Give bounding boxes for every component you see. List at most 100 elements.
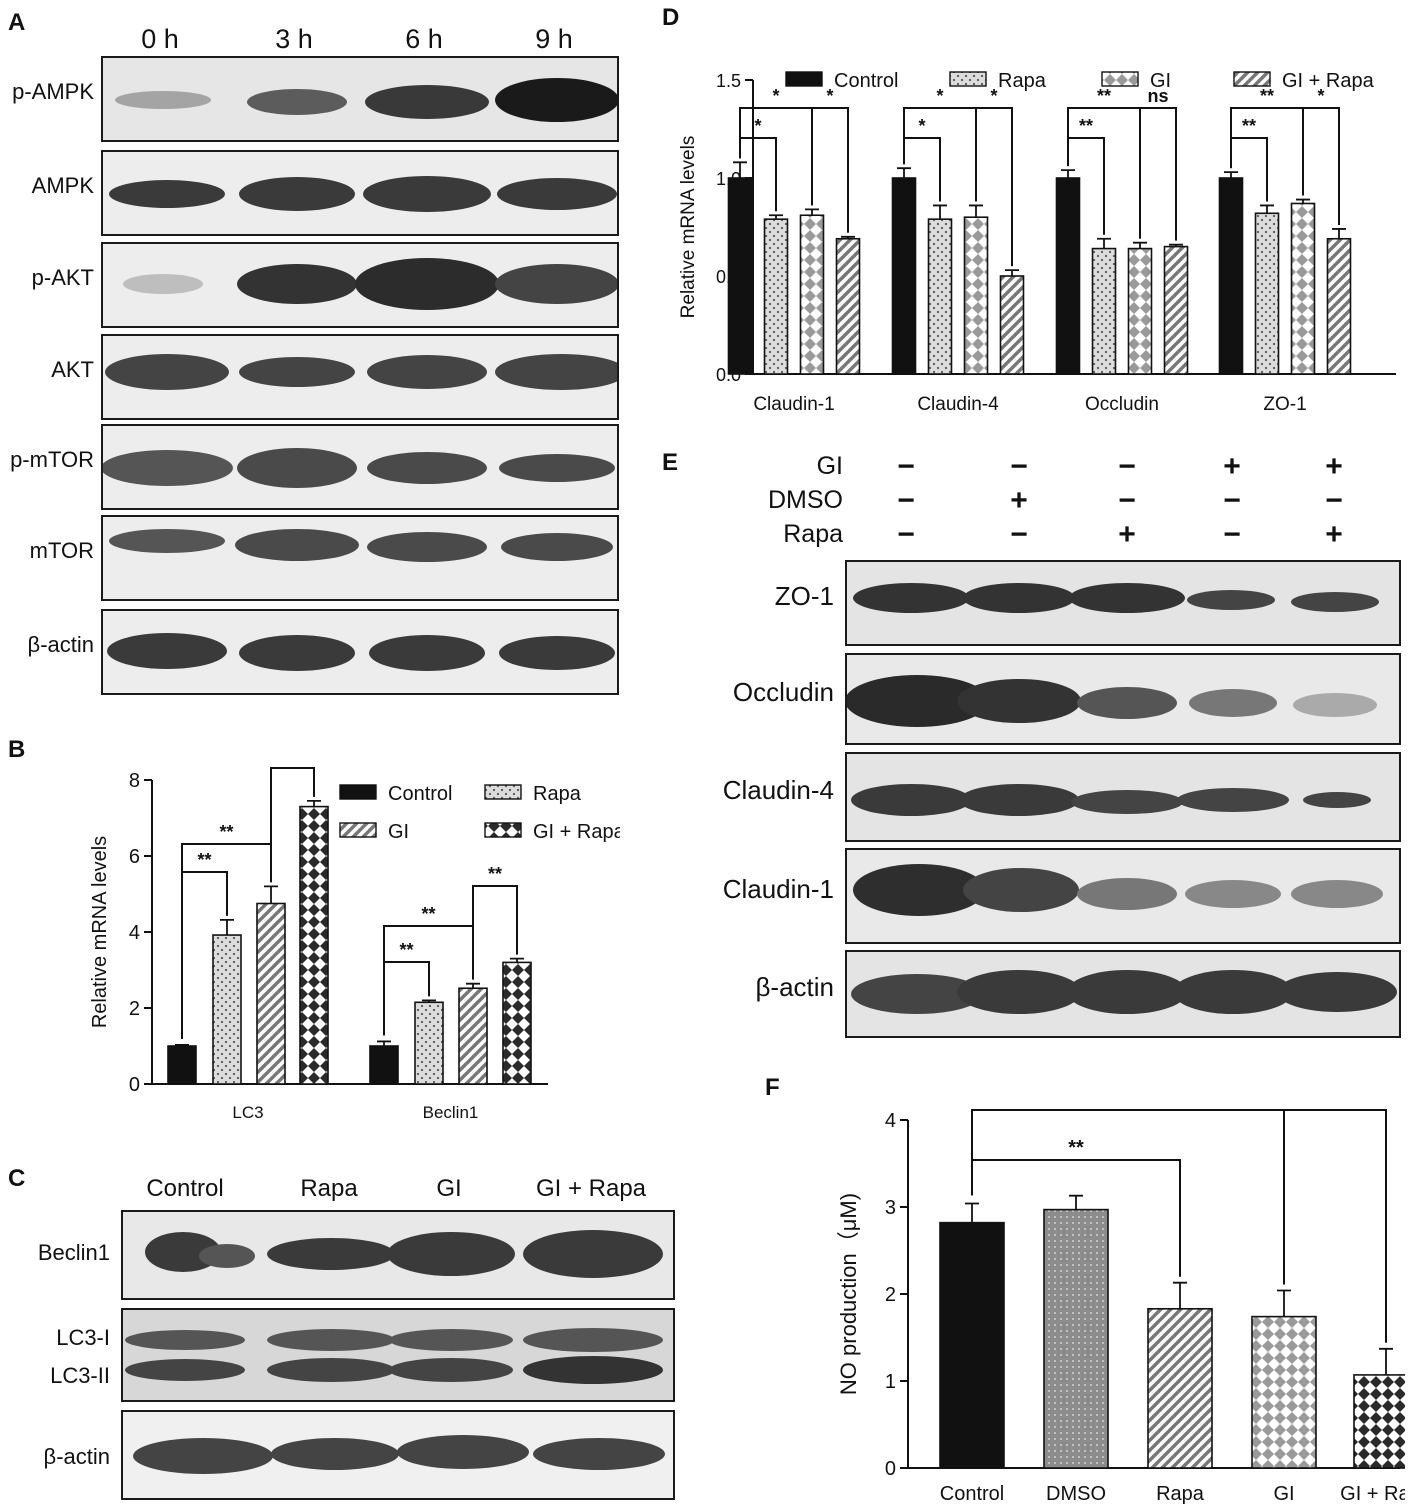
blot-a-label-wrap: p-AKT <box>32 265 94 290</box>
time-label: 3 h <box>275 24 313 54</box>
bar <box>212 934 242 1085</box>
blot-e-label-wrap: β-actin <box>755 974 834 1002</box>
blot-band <box>387 1232 515 1276</box>
bar <box>763 218 789 375</box>
blot-c-lc3-image <box>125 1328 663 1384</box>
time-label: 6 h <box>405 24 443 54</box>
panel-letter-d: D <box>662 4 679 31</box>
y-axis-title: Relative mRNA levels <box>678 136 699 319</box>
panel-e-treatments: GI − − − + +DMSO − + − − −Rapa − − + − + <box>768 450 1343 551</box>
bar <box>891 177 917 375</box>
pattern-defs <box>0 0 1 1</box>
significance-bracket <box>1283 1109 1387 1343</box>
y-tick-label: 0 <box>129 1074 140 1096</box>
y-tick-label: 3 <box>885 1197 896 1219</box>
legend-swatch <box>339 784 377 800</box>
legend-swatch <box>1233 71 1271 87</box>
blot-band <box>499 636 615 670</box>
treatment-sign: − <box>1118 484 1136 517</box>
blot-band <box>247 89 347 115</box>
blot-band <box>957 970 1081 1014</box>
blot-band <box>495 78 617 122</box>
x-tick-label: GI <box>1273 1483 1294 1505</box>
blot-e-label-wrap: Claudin-1 <box>723 876 834 904</box>
y-tick-label: 6 <box>129 846 140 868</box>
significance-label: ** <box>219 822 233 842</box>
treatment-sign: − <box>1010 450 1028 483</box>
significance-label: * <box>1331 1100 1339 1109</box>
bar <box>458 987 488 1085</box>
error-bar <box>377 1040 391 1046</box>
blot-a-label: AKT <box>51 357 94 382</box>
bar <box>939 1221 1005 1469</box>
error-bar <box>1097 237 1111 249</box>
treatment-sign: − <box>1223 518 1241 551</box>
x-tick-label: ZO-1 <box>1263 394 1306 415</box>
x-tick-label: LC3 <box>232 1103 263 1122</box>
blot-band <box>237 448 357 488</box>
significance-label: ** <box>197 850 211 870</box>
significance-label: * <box>1317 86 1324 106</box>
blot-band <box>1173 970 1293 1014</box>
y-tick-label: 4 <box>129 922 140 944</box>
significance-label: ** <box>1120 1100 1136 1109</box>
blot-e-label-wrap: ZO-1 <box>775 583 834 611</box>
blot-band <box>389 1358 513 1382</box>
significance-label: ** <box>399 940 413 960</box>
blot-a-1-image <box>109 176 617 212</box>
blot-e-label-wrap: Occludin <box>733 679 834 707</box>
treatment-label: GI <box>817 452 843 480</box>
significance-label: ** <box>1097 86 1111 106</box>
blot-a-label-wrap: AMPK <box>32 173 95 198</box>
blot-band <box>1293 693 1377 717</box>
bar <box>963 216 989 375</box>
group-label: GI <box>436 1175 461 1202</box>
treatment-sign: − <box>897 518 915 551</box>
blot-e-label: Claudin-4 <box>723 777 834 805</box>
significance-label: ns <box>1147 86 1168 106</box>
blot-e-1-image <box>847 675 1377 727</box>
error-bar <box>1224 171 1238 178</box>
blot-band <box>267 1329 395 1351</box>
blot-band <box>523 1230 663 1278</box>
blot-band <box>851 974 983 1014</box>
significance-bracket <box>975 107 1013 267</box>
significance-label: * <box>826 86 833 106</box>
blot-a-3 <box>101 334 619 420</box>
blot-band <box>123 274 203 294</box>
error-bar <box>933 204 947 220</box>
y-tick-label: 1.5 <box>716 71 741 91</box>
error-bar <box>733 161 747 178</box>
blot-band <box>847 675 989 727</box>
bar <box>1147 1307 1213 1469</box>
blot-c-beclin1 <box>121 1210 675 1300</box>
blot-band <box>367 355 487 389</box>
blot-a-5 <box>101 515 619 601</box>
bar <box>1091 247 1117 375</box>
blot-band <box>1187 590 1275 610</box>
blot-band <box>523 1328 663 1352</box>
blot-band <box>199 1244 255 1268</box>
error-bar <box>1277 1289 1291 1317</box>
blot-band <box>267 1238 395 1270</box>
blot-band <box>1071 790 1183 814</box>
error-bar <box>466 982 480 989</box>
blot-e-label-wrap: Claudin-4 <box>723 777 834 805</box>
blot-band <box>239 635 355 671</box>
blot-band <box>267 1358 395 1382</box>
blot-band <box>1303 792 1371 808</box>
x-tick-label: Control <box>940 1483 1004 1505</box>
blot-band <box>853 583 969 613</box>
blot-band <box>851 784 971 816</box>
significance-bracket <box>811 107 849 233</box>
bar <box>256 902 286 1085</box>
error-bar <box>1173 1281 1187 1309</box>
treatment-label: DMSO <box>768 486 843 514</box>
y-tick-label: 8 <box>129 770 140 792</box>
legend-swatch <box>339 822 377 838</box>
treatment-sign: − <box>1325 484 1343 517</box>
blot-a-1 <box>101 150 619 236</box>
bar <box>835 237 861 375</box>
blot-band <box>853 864 985 916</box>
